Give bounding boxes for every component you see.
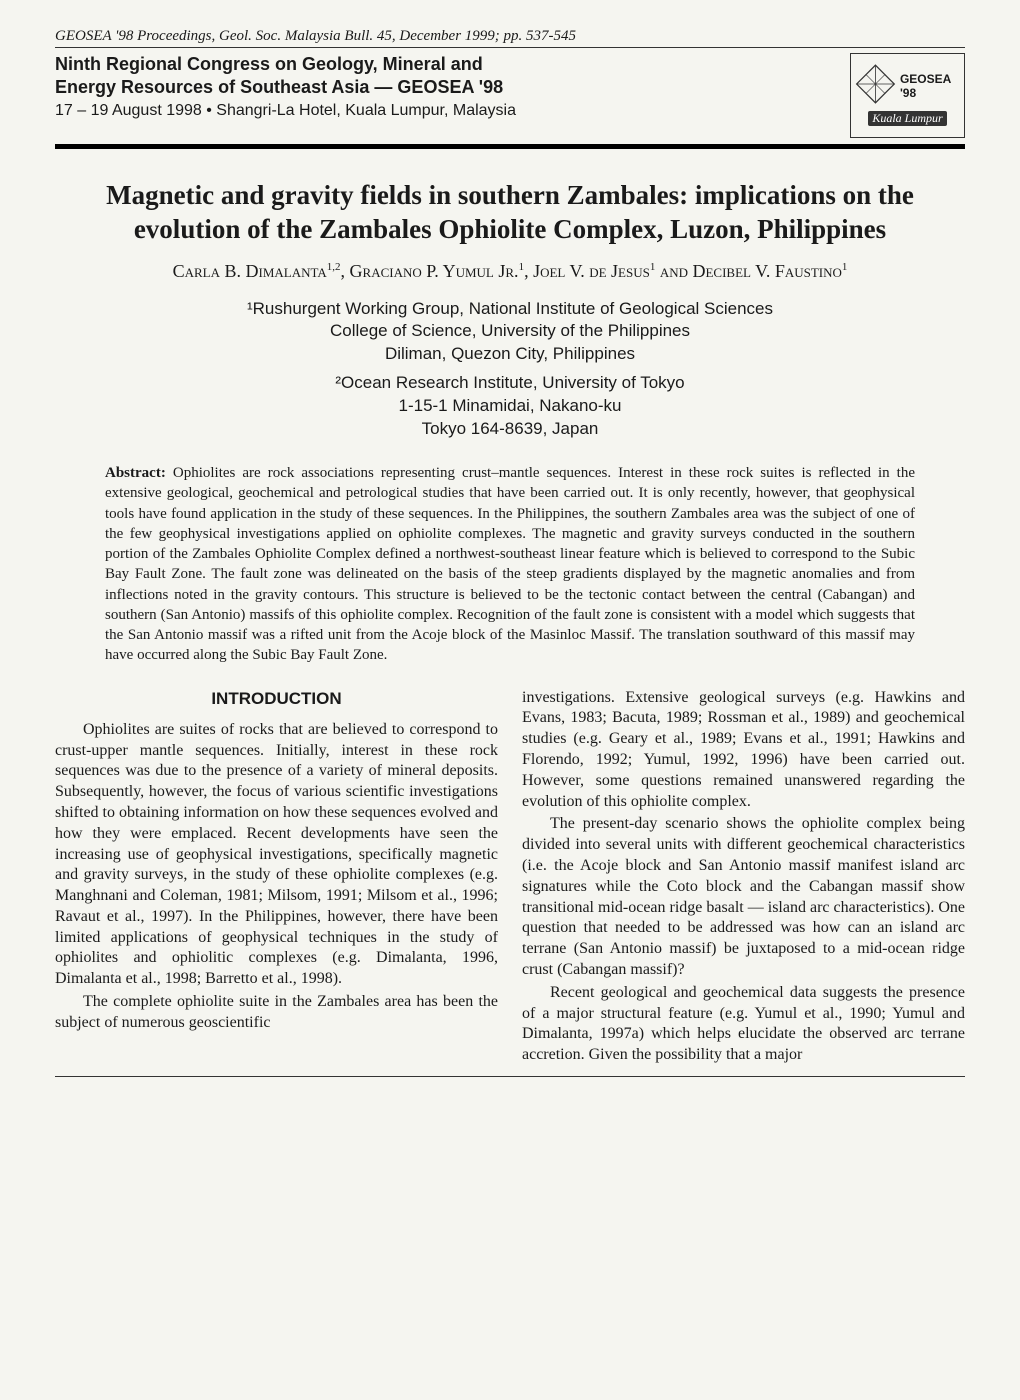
- col1-para2: The complete ophiolite suite in the Zamb…: [55, 992, 498, 1034]
- congress-title-line2: Energy Resources of Southeast Asia — GEO…: [55, 76, 830, 99]
- abstract-label: Abstract:: [105, 465, 166, 481]
- affil2-line2: 1-15-1 Minamidai, Nakano-ku: [55, 395, 965, 418]
- column-right: investigations. Extensive geological sur…: [522, 688, 965, 1068]
- logo-city: Kuala Lumpur: [868, 111, 946, 126]
- affil2-line1: ²Ocean Research Institute, University of…: [55, 372, 965, 395]
- article-title: Magnetic and gravity fields in southern …: [55, 179, 965, 247]
- running-header: GEOSEA '98 Proceedings, Geol. Soc. Malay…: [55, 28, 965, 48]
- diamond-icon: [855, 60, 896, 108]
- affiliation-2: ²Ocean Research Institute, University of…: [55, 372, 965, 441]
- congress-text: Ninth Regional Congress on Geology, Mine…: [55, 53, 830, 120]
- col2-para2: The present-day scenario shows the ophio…: [522, 814, 965, 980]
- authors: Carla B. Dimalanta1,2, Graciano P. Yumul…: [55, 261, 965, 282]
- congress-title-line1: Ninth Regional Congress on Geology, Mine…: [55, 53, 830, 76]
- affil1-line2: College of Science, University of the Ph…: [55, 320, 965, 343]
- geosea-logo-box: GEOSEA '98 Kuala Lumpur: [850, 53, 965, 138]
- congress-date: 17 – 19 August 1998 • Shangri-La Hotel, …: [55, 102, 830, 120]
- col1-para1: Ophiolites are suites of rocks that are …: [55, 720, 498, 990]
- logo-label: GEOSEA '98: [900, 72, 960, 100]
- affil1-line1: ¹Rushurgent Working Group, National Inst…: [55, 298, 965, 321]
- affiliations: ¹Rushurgent Working Group, National Inst…: [55, 298, 965, 442]
- column-left: INTRODUCTION Ophiolites are suites of ro…: [55, 688, 498, 1068]
- intro-heading: INTRODUCTION: [55, 688, 498, 710]
- congress-block: Ninth Regional Congress on Geology, Mine…: [55, 53, 965, 149]
- affiliation-1: ¹Rushurgent Working Group, National Inst…: [55, 298, 965, 367]
- col2-para1: investigations. Extensive geological sur…: [522, 688, 965, 813]
- body-columns: INTRODUCTION Ophiolites are suites of ro…: [55, 688, 965, 1068]
- affil2-line3: Tokyo 164-8639, Japan: [55, 418, 965, 441]
- footer-rule: [55, 1076, 965, 1077]
- abstract-body: Ophiolites are rock associations represe…: [105, 465, 915, 663]
- col2-para3: Recent geological and geochemical data s…: [522, 983, 965, 1066]
- abstract: Abstract: Ophiolites are rock associatio…: [55, 463, 965, 666]
- affil1-line3: Diliman, Quezon City, Philippines: [55, 343, 965, 366]
